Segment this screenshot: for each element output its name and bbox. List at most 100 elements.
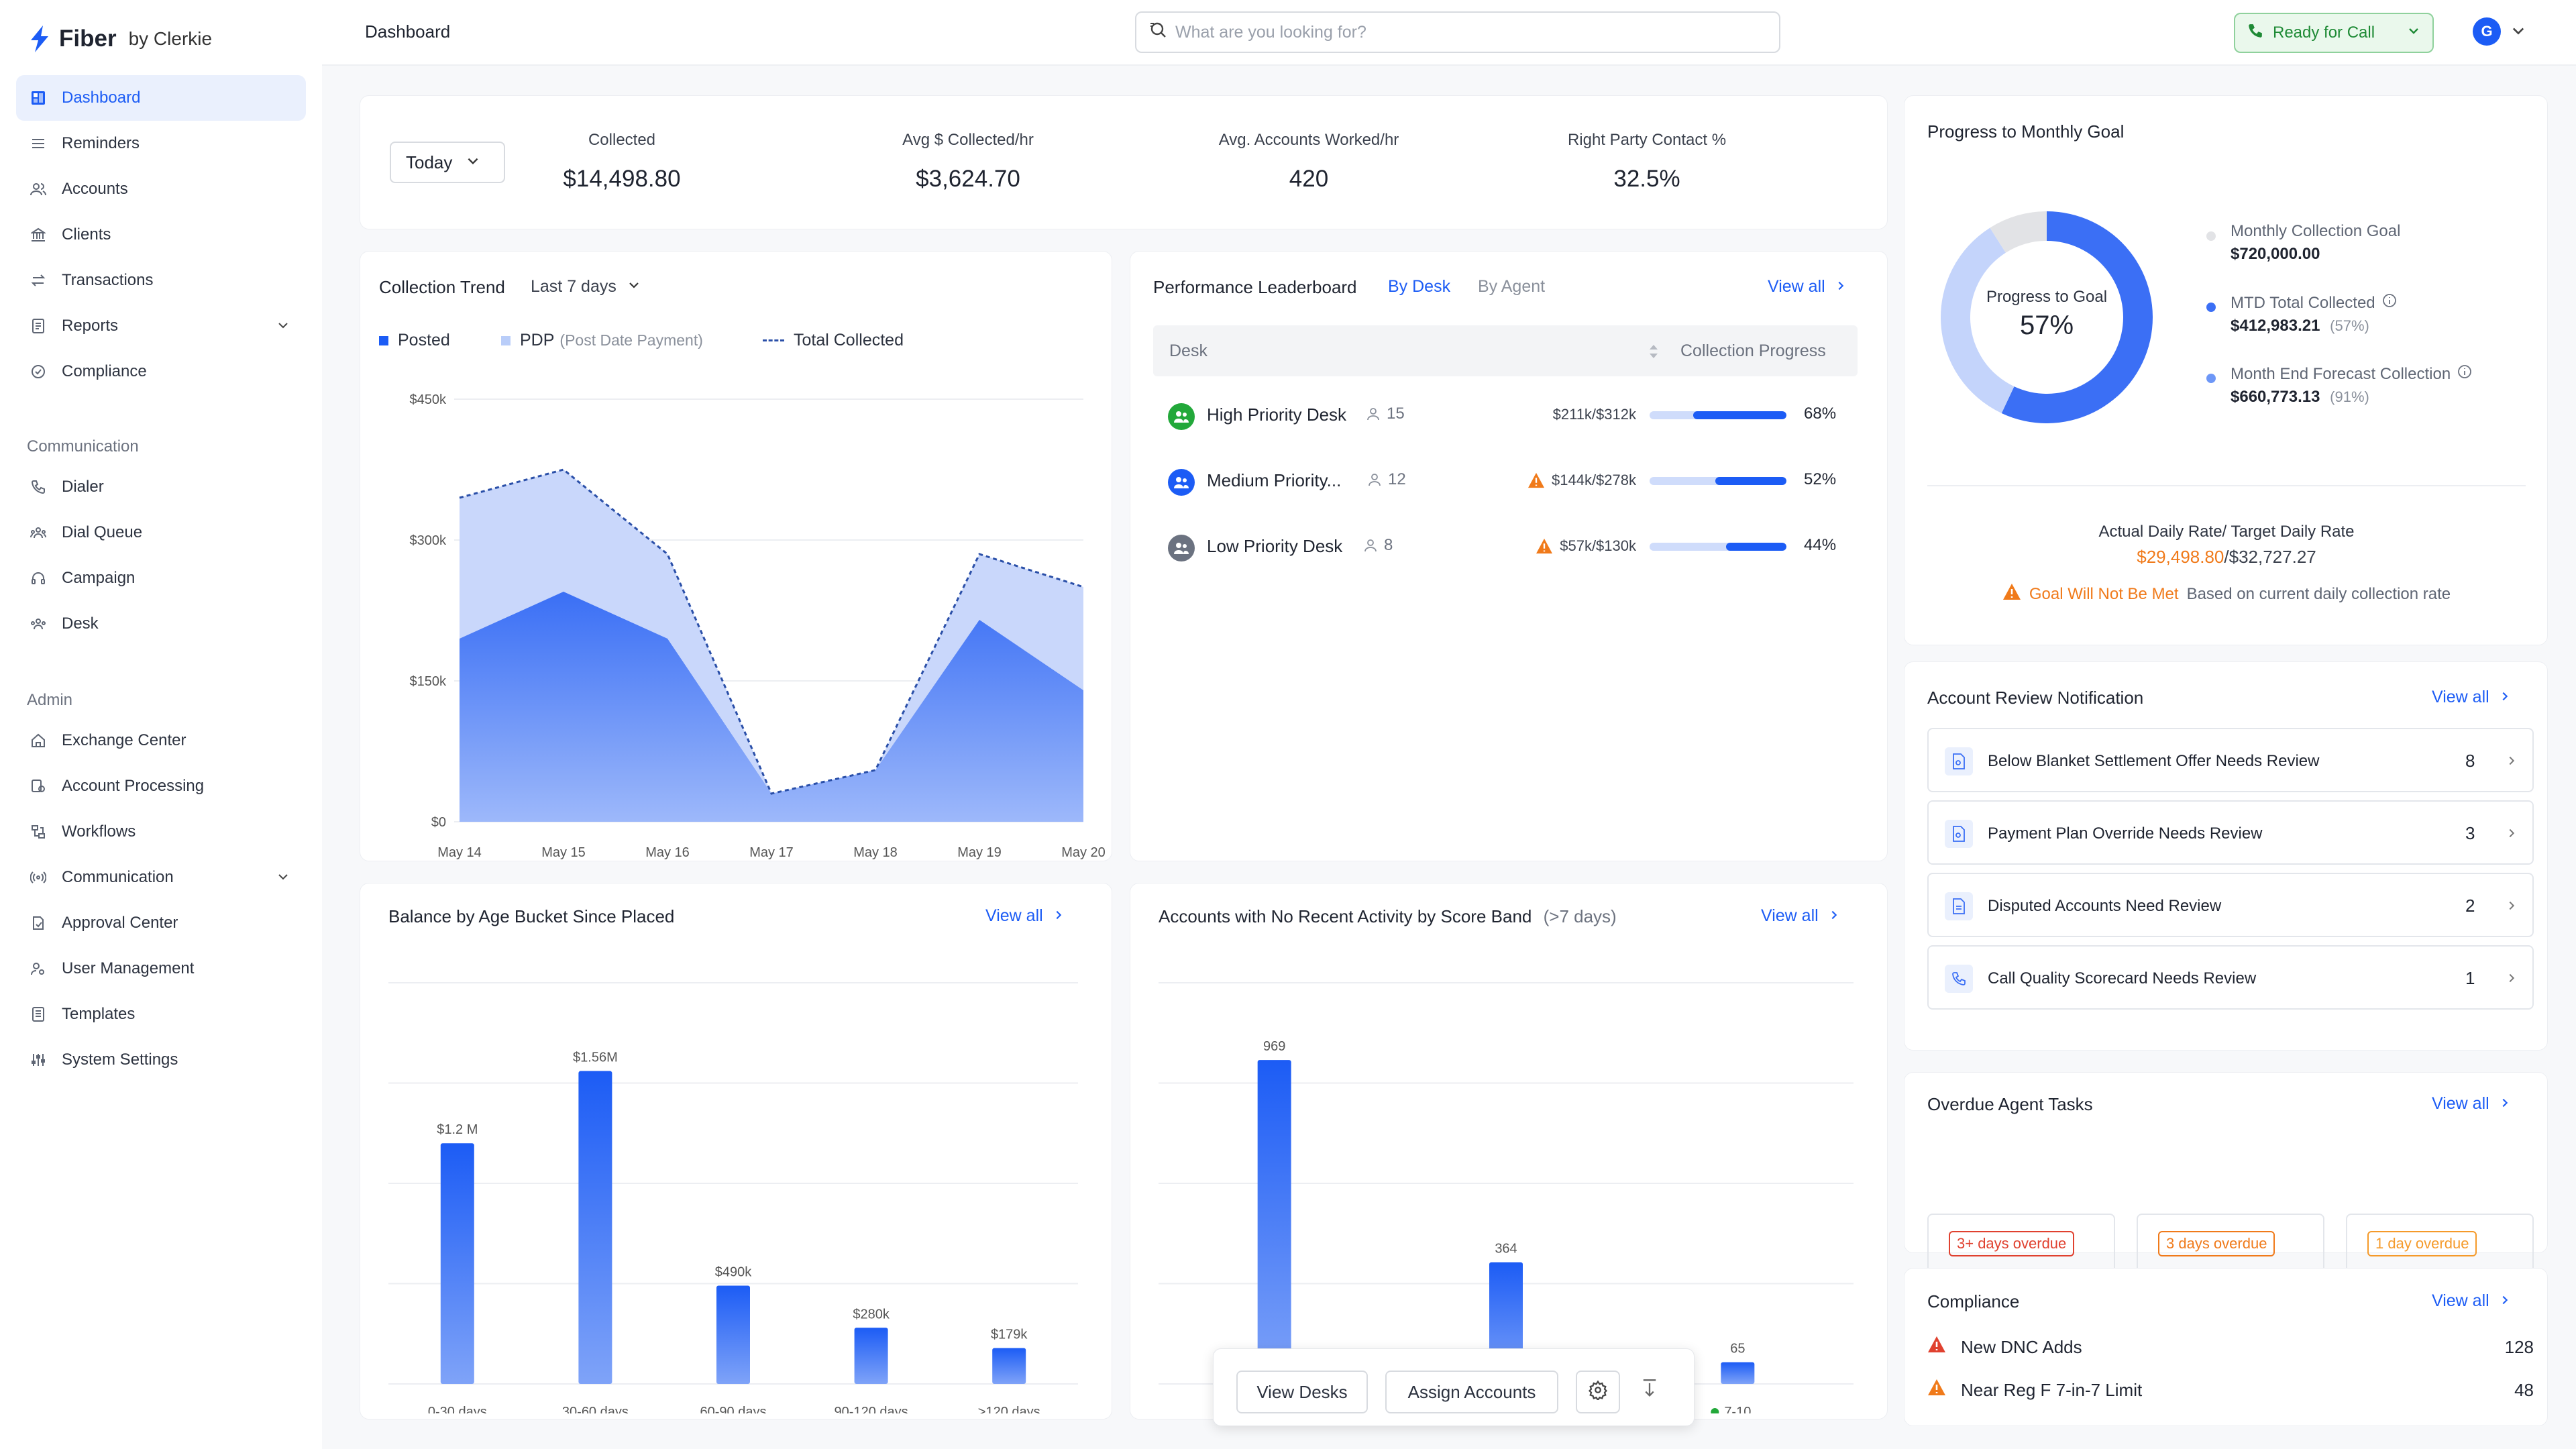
- progress-pct: 52%: [1804, 470, 1837, 488]
- balance-age-chart: $1.2 M 0-30 days $1.56M 30-60 days $490k 60-9…: [388, 982, 1078, 1413]
- bar[interactable]: [578, 1071, 612, 1384]
- search-input[interactable]: [1175, 22, 1766, 42]
- legend-label: PDP: [520, 331, 555, 350]
- review-row-call-quality[interactable]: Call Quality Scorecard Needs Review 1: [1927, 945, 2534, 1010]
- chevron-right-icon: [2506, 824, 2518, 844]
- logo[interactable]: Fiber by Clerkie: [28, 25, 212, 52]
- ratio-value: $57k/$130k: [1560, 537, 1636, 554]
- progress-bar: [1650, 543, 1786, 551]
- sidebar-item-dialer[interactable]: Dialer: [16, 464, 306, 510]
- compliance-label: Near Reg F 7-in-7 Limit: [1961, 1380, 2143, 1400]
- legend-posted: Posted: [379, 331, 450, 350]
- avatar[interactable]: G: [2473, 17, 2501, 46]
- donut-center-value: 57%: [2019, 311, 2074, 340]
- info-icon[interactable]: [2457, 364, 2472, 384]
- review-row-settlement[interactable]: Below Blanket Settlement Offer Needs Rev…: [1927, 728, 2534, 792]
- sidebar-item-clients[interactable]: Clients: [16, 212, 306, 258]
- period-select[interactable]: Today: [390, 142, 505, 183]
- chevron-down-icon[interactable]: [2510, 23, 2526, 44]
- range-select[interactable]: Last 7 days: [531, 277, 641, 297]
- bar[interactable]: [716, 1285, 750, 1384]
- desk-agent-count: 8: [1364, 536, 1393, 555]
- x-tick-label: 60-90 days: [700, 1405, 767, 1413]
- bar[interactable]: [440, 1143, 474, 1384]
- sidebar-item-approval-center[interactable]: Approval Center: [16, 900, 306, 946]
- overdue-tasks-view-all[interactable]: View all: [2432, 1094, 2511, 1114]
- col-desk: Desk: [1169, 341, 1208, 360]
- sidebar-item-label: Desk: [62, 614, 99, 633]
- sidebar-item-accounts[interactable]: Accounts: [16, 166, 306, 212]
- x-tick-label: May 16: [645, 845, 690, 860]
- leaderboard-row[interactable]: Low Priority Desk 8 $57k/$130k 44%: [1153, 516, 1858, 576]
- chevron-down-icon[interactable]: [276, 869, 290, 888]
- bar[interactable]: [1721, 1362, 1755, 1384]
- legend-note: (57%): [2330, 317, 2369, 334]
- sidebar-item-dashboard[interactable]: Dashboard: [16, 75, 306, 121]
- period-value: Today: [406, 152, 453, 172]
- section-header-admin: Admin: [27, 691, 73, 709]
- sidebar-item-system-settings[interactable]: System Settings: [16, 1037, 306, 1083]
- no-activity-view-all[interactable]: View all: [1761, 906, 1840, 926]
- legend-pdp: PDP (Post Date Payment): [501, 331, 703, 350]
- legend-dot: [2206, 374, 2216, 383]
- sidebar-item-user-management[interactable]: User Management: [16, 946, 306, 991]
- bar[interactable]: [1257, 1060, 1291, 1384]
- sidebar-item-desk[interactable]: Desk: [16, 601, 306, 647]
- collection-trend-title: Collection Trend: [379, 277, 505, 297]
- x-tick-label: 90-120 days: [835, 1405, 908, 1413]
- sidebar-item-compliance[interactable]: Compliance: [16, 349, 306, 394]
- sidebar-item-reports[interactable]: Reports: [16, 303, 306, 349]
- sidebar-item-campaign[interactable]: Campaign: [16, 555, 306, 601]
- review-row-payment-plan[interactable]: Payment Plan Override Needs Review 3: [1927, 800, 2534, 865]
- progress-pct: 44%: [1804, 536, 1837, 554]
- bar[interactable]: [854, 1328, 888, 1384]
- sidebar-item-transactions[interactable]: Transactions: [16, 258, 306, 303]
- compliance-row-dnc[interactable]: New DNC Adds 128: [1927, 1333, 2534, 1366]
- compliance-view-all[interactable]: View all: [2432, 1291, 2511, 1311]
- legend-dot: [2206, 231, 2216, 241]
- view-desks-button[interactable]: View Desks: [1236, 1371, 1368, 1413]
- sidebar-item-reminders[interactable]: Reminders: [16, 121, 306, 166]
- sidebar-item-account-processing[interactable]: Account Processing: [16, 763, 306, 809]
- sidebar-item-workflows[interactable]: Workflows: [16, 809, 306, 855]
- sidebar-item-label: Account Processing: [62, 777, 205, 795]
- info-icon[interactable]: [2382, 293, 2397, 313]
- ready-for-call-button[interactable]: Ready for Call: [2234, 13, 2434, 53]
- brand-name: Fiber: [59, 25, 117, 52]
- account-review-view-all[interactable]: View all: [2432, 688, 2511, 707]
- ready-status-label: Ready for Call: [2273, 23, 2375, 42]
- chevron-right-icon: [2506, 969, 2518, 989]
- assign-accounts-button[interactable]: Assign Accounts: [1385, 1371, 1558, 1413]
- download-icon[interactable]: [1640, 1379, 1659, 1403]
- goal-legend-forecast: Month End Forecast Collection $660,773.1…: [2206, 364, 2472, 407]
- leaderboard-row[interactable]: Medium Priority... 12 $144k/$278k 52%: [1153, 450, 1858, 511]
- sidebar-item-dial-queue[interactable]: Dial Queue: [16, 510, 306, 555]
- settings-button[interactable]: [1576, 1371, 1620, 1413]
- balance-age-view-all[interactable]: View all: [985, 906, 1065, 926]
- bar[interactable]: [992, 1348, 1026, 1384]
- sidebar-item-communication-admin[interactable]: Communication: [16, 855, 306, 900]
- leaderboard-view-all[interactable]: View all: [1768, 277, 1847, 297]
- nav-communication: Dialer Dial Queue Campaign Desk: [16, 464, 306, 647]
- review-row-disputed[interactable]: Disputed Accounts Need Review 2: [1927, 873, 2534, 937]
- search-icon: [1148, 21, 1167, 44]
- kpi-avg-collected-label: Avg $ Collected/hr: [902, 131, 1034, 149]
- sidebar-item-templates[interactable]: Templates: [16, 991, 306, 1037]
- desk-name: High Priority Desk: [1207, 405, 1347, 425]
- leaderboard-row[interactable]: High Priority Desk 15 $211k/$312k 68%: [1153, 384, 1858, 445]
- tab-by-desk[interactable]: By Desk: [1388, 277, 1451, 296]
- tab-by-agent[interactable]: By Agent: [1478, 277, 1546, 296]
- sidebar-item-exchange-center[interactable]: Exchange Center: [16, 718, 306, 763]
- goal-legend-goal: Monthly Collection Goal $720,000.00: [2206, 222, 2400, 264]
- legend-value: $720,000.00: [2231, 245, 2320, 263]
- sort-icon[interactable]: [1647, 343, 1660, 365]
- desk-ratio: $144k/$278k: [1475, 472, 1636, 489]
- sidebar-item-label: Dashboard: [62, 89, 141, 107]
- bank-icon: [30, 226, 47, 244]
- search-box[interactable]: [1135, 11, 1780, 53]
- gear-icon: [1588, 1379, 1608, 1405]
- compliance-row-regf[interactable]: Near Reg F 7-in-7 Limit 48: [1927, 1376, 2534, 1409]
- chevron-down-icon[interactable]: [276, 318, 290, 337]
- sidebar-item-label: Compliance: [62, 362, 147, 380]
- sidebar-item-label: Accounts: [62, 180, 128, 198]
